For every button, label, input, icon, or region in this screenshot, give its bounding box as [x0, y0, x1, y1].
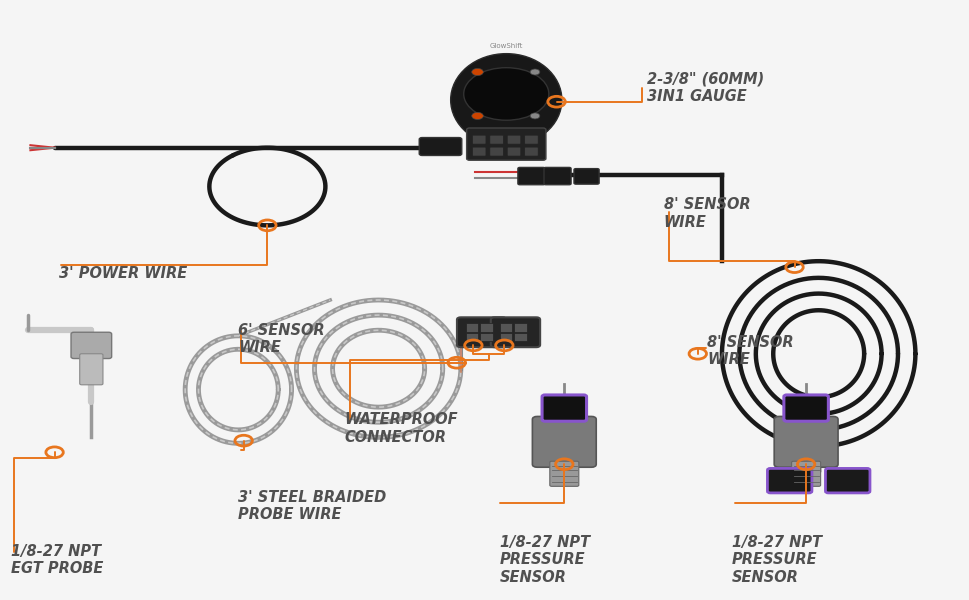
Circle shape [530, 113, 540, 119]
FancyBboxPatch shape [480, 333, 492, 341]
Text: 1/8-27 NPT
PRESSURE
SENSOR: 1/8-27 NPT PRESSURE SENSOR [731, 535, 821, 584]
Circle shape [471, 68, 483, 76]
FancyBboxPatch shape [465, 333, 478, 341]
FancyBboxPatch shape [480, 323, 492, 332]
FancyBboxPatch shape [466, 128, 546, 160]
FancyBboxPatch shape [71, 332, 111, 359]
Text: 6' SENSOR
WIRE: 6' SENSOR WIRE [238, 323, 325, 355]
FancyBboxPatch shape [489, 135, 503, 144]
FancyBboxPatch shape [514, 323, 526, 332]
Circle shape [471, 112, 483, 119]
FancyBboxPatch shape [791, 461, 820, 487]
FancyBboxPatch shape [507, 147, 520, 156]
FancyBboxPatch shape [490, 317, 540, 347]
Text: GlowShift: GlowShift [489, 43, 522, 49]
FancyBboxPatch shape [456, 317, 506, 347]
FancyBboxPatch shape [773, 416, 837, 467]
FancyBboxPatch shape [465, 323, 478, 332]
Text: 2-3/8" (60MM)
3IN1 GAUGE: 2-3/8" (60MM) 3IN1 GAUGE [647, 72, 764, 104]
Ellipse shape [451, 53, 561, 146]
Text: 3' STEEL BRAIDED
PROBE WIRE: 3' STEEL BRAIDED PROBE WIRE [238, 490, 387, 522]
FancyBboxPatch shape [524, 135, 538, 144]
FancyBboxPatch shape [472, 135, 485, 144]
FancyBboxPatch shape [524, 147, 538, 156]
FancyBboxPatch shape [514, 333, 526, 341]
FancyBboxPatch shape [79, 354, 103, 385]
Text: 1/8-27 NPT
PRESSURE
SENSOR: 1/8-27 NPT PRESSURE SENSOR [499, 535, 589, 584]
Circle shape [463, 68, 548, 120]
Text: 1/8-27 NPT
EGT PROBE: 1/8-27 NPT EGT PROBE [11, 544, 104, 576]
Circle shape [530, 69, 540, 75]
Text: 8' SENSOR
WIRE: 8' SENSOR WIRE [706, 335, 794, 367]
Text: 3' POWER WIRE: 3' POWER WIRE [59, 266, 187, 281]
FancyBboxPatch shape [499, 323, 512, 332]
FancyBboxPatch shape [489, 147, 503, 156]
FancyBboxPatch shape [532, 416, 596, 467]
Text: WATERPROOF
CONNECTOR: WATERPROOF CONNECTOR [344, 412, 458, 445]
FancyBboxPatch shape [499, 333, 512, 341]
FancyBboxPatch shape [472, 147, 485, 156]
FancyBboxPatch shape [517, 167, 545, 185]
FancyBboxPatch shape [544, 167, 571, 185]
FancyBboxPatch shape [574, 169, 599, 184]
Text: 8' SENSOR
WIRE: 8' SENSOR WIRE [663, 197, 750, 230]
FancyBboxPatch shape [542, 395, 586, 421]
FancyBboxPatch shape [507, 135, 520, 144]
FancyBboxPatch shape [825, 469, 869, 493]
FancyBboxPatch shape [549, 461, 578, 487]
FancyBboxPatch shape [419, 137, 461, 155]
FancyBboxPatch shape [766, 469, 811, 493]
FancyBboxPatch shape [783, 395, 828, 421]
